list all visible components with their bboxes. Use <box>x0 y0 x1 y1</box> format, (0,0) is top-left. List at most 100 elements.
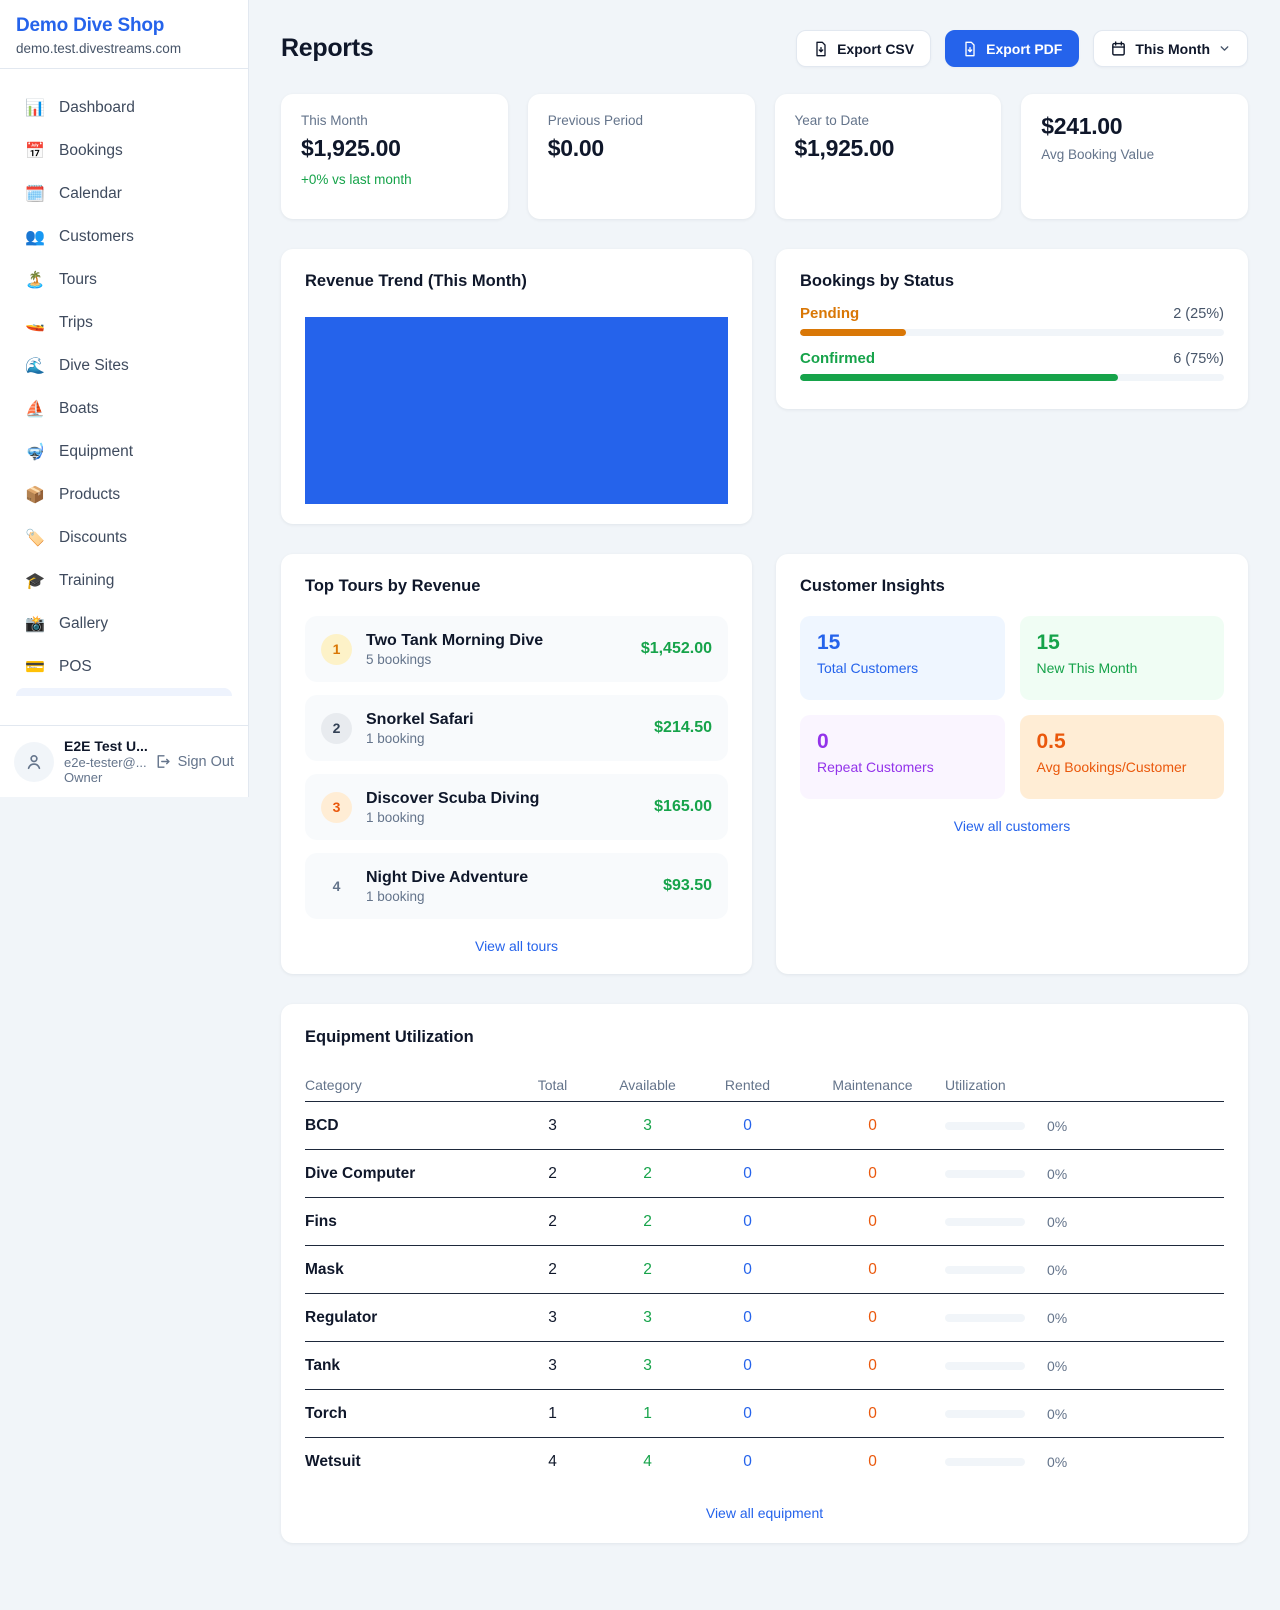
category-cell: Regulator <box>305 1308 378 1326</box>
sidebar-item-trips[interactable]: 🚤 Trips <box>14 301 234 344</box>
tile-label: Total Customers <box>817 660 919 676</box>
sidebar-item-training[interactable]: 🎓 Training <box>14 559 234 602</box>
sidebar-item-boats[interactable]: ⛵ Boats <box>14 387 234 430</box>
table-row: Torch 1 1 0 0 0% <box>305 1390 1224 1438</box>
view-all-customers-link[interactable]: View all customers <box>953 818 1071 834</box>
utilization-cell: 0% <box>945 1406 1224 1422</box>
sidebar-item-calendar[interactable]: 🗓️ Calendar <box>14 172 234 215</box>
utilization-cell: 0% <box>945 1358 1224 1374</box>
stat-label: Avg Booking Value <box>1041 147 1155 162</box>
credit-card-icon: 💳 <box>25 658 45 676</box>
status-count: 6 (75%) <box>1173 350 1224 367</box>
utilization-percent: 0% <box>1047 1357 1068 1374</box>
utilization-bar <box>945 1313 1025 1322</box>
sign-out-button[interactable]: Sign Out <box>154 753 234 770</box>
main-content: Reports Export CSV Export PDF <box>249 0 1280 1582</box>
tour-list: 1 Two Tank Morning Dive 5 bookings $1,45… <box>305 616 728 919</box>
period-label: This Month <box>1135 40 1210 57</box>
total-cell: 2 <box>548 1212 557 1230</box>
sidebar-item-bookings[interactable]: 📅 Bookings <box>14 129 234 172</box>
view-all-tours-link[interactable]: View all tours <box>474 938 558 954</box>
tile-value: 15 <box>1036 631 1060 654</box>
tile-label: New This Month <box>1036 660 1138 676</box>
sidebar-item-tours[interactable]: 🏝️ Tours <box>14 258 234 301</box>
tour-bookings: 1 booking <box>366 730 425 746</box>
tile-avg-bookings-per-customer: 0.5 Avg Bookings/Customer <box>1019 715 1224 799</box>
available-cell: 4 <box>643 1453 652 1470</box>
sidebar-item-equipment[interactable]: 🤿 Equipment <box>14 430 234 473</box>
user-name: E2E Test U... <box>64 738 148 754</box>
column-header-category: Category <box>305 1076 362 1093</box>
rented-cell: 0 <box>743 1356 752 1374</box>
customer-insights-title: Customer Insights <box>800 577 945 595</box>
progress-fill <box>800 329 906 336</box>
stat-card-year-to-date: Year to Date $1,925.00 <box>774 94 1002 219</box>
maintenance-cell: 0 <box>868 1308 877 1326</box>
brand-block: Demo Dive Shop demo.test.divestreams.com <box>0 0 248 69</box>
sidebar-item-dashboard[interactable]: 📊 Dashboard <box>14 86 234 129</box>
export-pdf-label: Export PDF <box>986 40 1063 57</box>
sidebar-item-label: Calendar <box>59 184 122 202</box>
view-all-equipment-link[interactable]: View all equipment <box>705 1505 824 1521</box>
utilization-percent: 0% <box>1047 1454 1068 1470</box>
progress-track <box>800 329 1224 336</box>
tour-name: Two Tank Morning Dive <box>366 631 544 649</box>
avatar <box>14 741 54 782</box>
customer-insights-card: Customer Insights 15 Total Customers 15 … <box>776 554 1248 974</box>
tour-row: 3 Discover Scuba Diving 1 booking $165.0… <box>305 774 728 840</box>
category-cell: Torch <box>305 1404 347 1422</box>
utilization-percent: 0% <box>1047 1117 1068 1134</box>
sidebar-item-reports-partial[interactable] <box>16 688 232 696</box>
top-tours-title: Top Tours by Revenue <box>305 577 481 595</box>
tour-revenue: $1,452.00 <box>640 640 712 657</box>
total-cell: 3 <box>548 1308 557 1326</box>
tour-bookings: 1 booking <box>366 888 425 904</box>
rank-badge: 2 <box>321 712 352 744</box>
utilization-percent: 0% <box>1047 1405 1068 1422</box>
sidebar-item-pos[interactable]: 💳 POS <box>14 645 234 688</box>
user-panel: E2E Test U... e2e-tester@... Owner Sign … <box>0 725 248 797</box>
total-cell: 4 <box>548 1453 557 1470</box>
export-csv-button[interactable]: Export CSV <box>796 30 932 67</box>
sidebar-item-dive-sites[interactable]: 🌊 Dive Sites <box>14 344 234 387</box>
tile-label: Repeat Customers <box>817 759 934 775</box>
utilization-percent: 0% <box>1047 1213 1068 1230</box>
maintenance-cell: 0 <box>868 1212 877 1230</box>
stat-value: $1,925.00 <box>794 135 895 161</box>
sidebar-item-products[interactable]: 📦 Products <box>14 473 234 516</box>
rented-cell: 0 <box>743 1404 752 1422</box>
top-tours-card: Top Tours by Revenue 1 Two Tank Morning … <box>281 554 752 974</box>
export-pdf-button[interactable]: Export PDF <box>945 30 1080 67</box>
table-row: Fins 2 2 0 0 0% <box>305 1198 1224 1246</box>
sidebar-item-customers[interactable]: 👥 Customers <box>14 215 234 258</box>
utilization-bar <box>945 1361 1025 1370</box>
sidebar-item-discounts[interactable]: 🏷️ Discounts <box>14 516 234 559</box>
column-header-rented: Rented <box>724 1076 771 1093</box>
shop-name: Demo Dive Shop <box>16 15 165 36</box>
bookings-calendar-icon: 📅 <box>25 142 45 160</box>
camera-icon: 📸 <box>25 615 45 633</box>
sidebar-item-gallery[interactable]: 📸 Gallery <box>14 602 234 645</box>
person-icon <box>27 754 41 769</box>
user-role: Owner <box>64 770 103 785</box>
stat-card-this-month: This Month $1,925.00 +0% vs last month <box>281 94 508 219</box>
sidebar-item-label: Products <box>59 485 121 503</box>
utilization-cell: 0% <box>945 1118 1224 1134</box>
rank-badge: 1 <box>321 633 352 665</box>
tour-row: 1 Two Tank Morning Dive 5 bookings $1,45… <box>305 616 728 682</box>
trips-boat-icon: 🚤 <box>25 314 45 332</box>
period-dropdown[interactable]: This Month <box>1093 30 1248 67</box>
column-header-utilization: Utilization <box>945 1076 1006 1093</box>
utilization-bar <box>945 1409 1025 1418</box>
column-header-total: Total <box>537 1076 568 1093</box>
user-meta: E2E Test U... e2e-tester@... Owner <box>64 738 148 785</box>
available-cell: 3 <box>643 1308 652 1326</box>
category-cell: Fins <box>305 1212 337 1230</box>
stat-label: Previous Period <box>547 113 644 128</box>
table-row: BCD 3 3 0 0 0% <box>305 1102 1224 1150</box>
tours-island-icon: 🏝️ <box>25 271 45 289</box>
tour-bookings: 1 booking <box>366 809 425 825</box>
available-cell: 1 <box>643 1404 652 1422</box>
stat-value: $1,925.00 <box>301 135 401 161</box>
